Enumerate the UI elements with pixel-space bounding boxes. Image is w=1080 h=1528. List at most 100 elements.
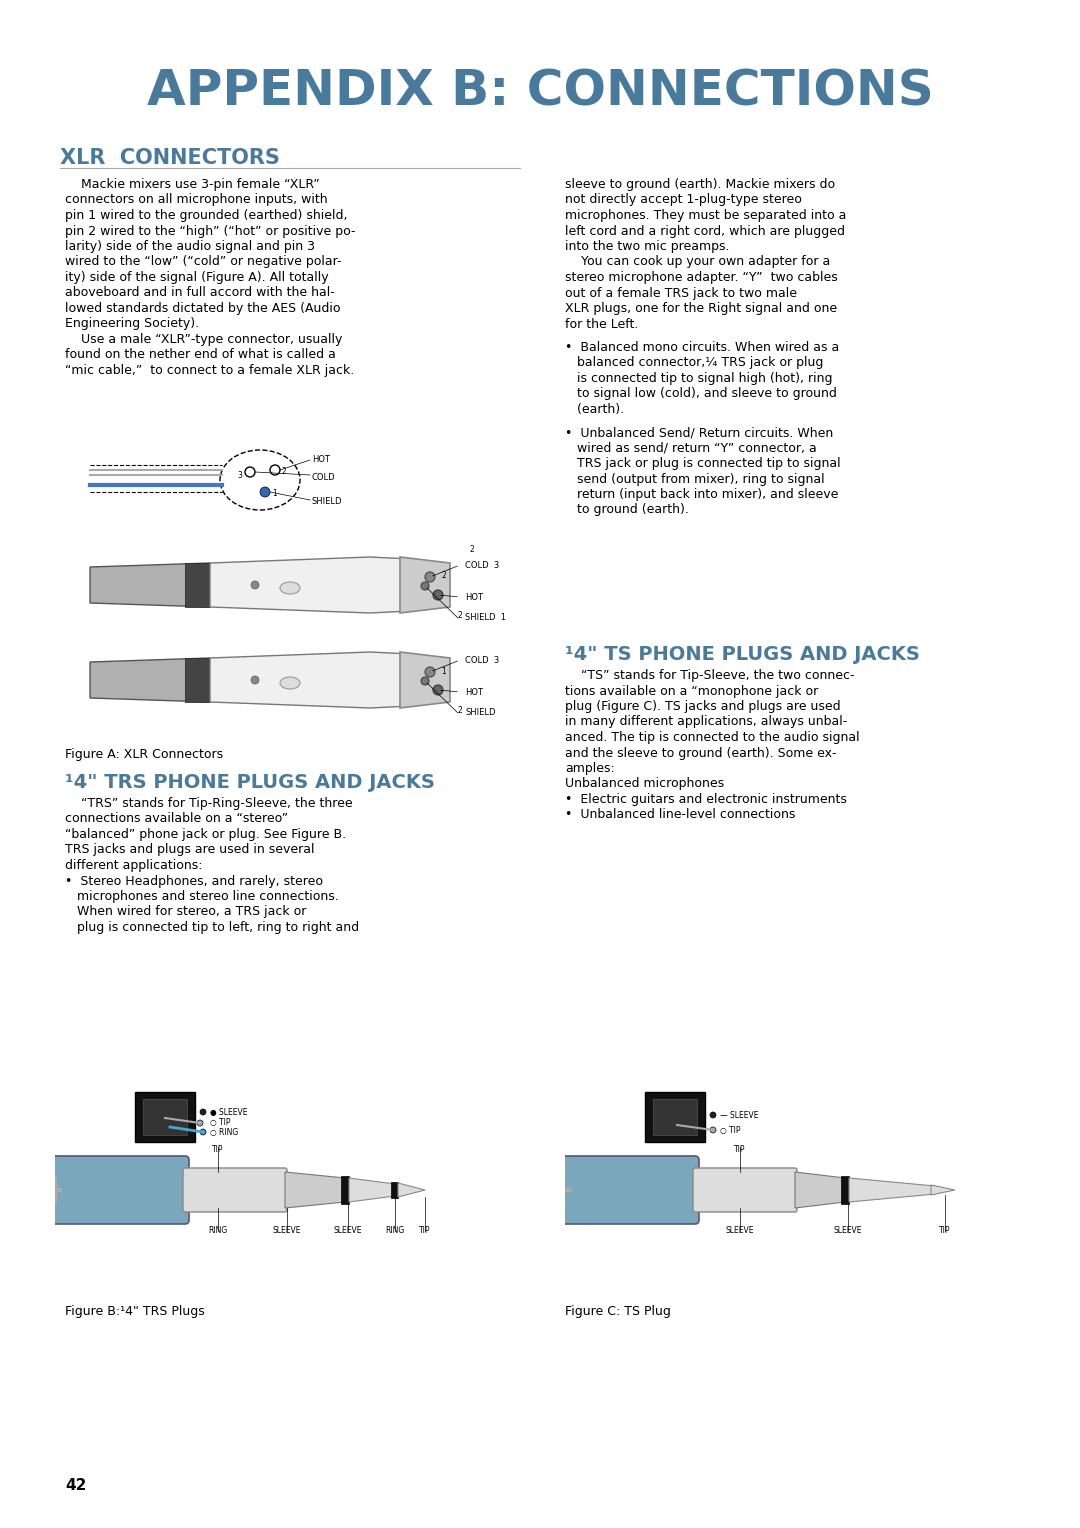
- Text: connections available on a “stereo”: connections available on a “stereo”: [65, 813, 288, 825]
- Circle shape: [251, 581, 259, 588]
- Polygon shape: [849, 1178, 935, 1203]
- Text: APPENDIX B: CONNECTIONS: APPENDIX B: CONNECTIONS: [147, 69, 933, 116]
- Text: 2: 2: [457, 611, 462, 619]
- Circle shape: [200, 1129, 206, 1135]
- Text: to signal low (cold), and sleeve to ground: to signal low (cold), and sleeve to grou…: [565, 387, 837, 400]
- Text: connectors on all microphone inputs, with: connectors on all microphone inputs, wit…: [65, 194, 327, 206]
- Text: 1: 1: [272, 489, 276, 498]
- Text: •  Stereo Headphones, and rarely, stereo: • Stereo Headphones, and rarely, stereo: [65, 874, 323, 888]
- Text: lowed standards dictated by the AES (Audio: lowed standards dictated by the AES (Aud…: [65, 303, 340, 315]
- Text: 1: 1: [441, 666, 446, 675]
- Text: in many different applications, always unbal-: in many different applications, always u…: [565, 715, 847, 729]
- Text: Figure A: XLR Connectors: Figure A: XLR Connectors: [65, 749, 224, 761]
- Text: TIP: TIP: [940, 1225, 950, 1235]
- Text: 42: 42: [65, 1478, 86, 1493]
- Circle shape: [200, 1109, 206, 1115]
- Polygon shape: [185, 562, 210, 607]
- Text: 2: 2: [470, 545, 475, 555]
- Polygon shape: [210, 652, 410, 707]
- Circle shape: [426, 668, 435, 677]
- Polygon shape: [185, 659, 210, 701]
- Circle shape: [421, 677, 429, 685]
- Text: not directly accept 1-plug-type stereo: not directly accept 1-plug-type stereo: [565, 194, 801, 206]
- Text: RING: RING: [208, 1225, 228, 1235]
- Polygon shape: [90, 562, 210, 607]
- Polygon shape: [285, 1172, 345, 1209]
- FancyBboxPatch shape: [653, 1099, 697, 1135]
- FancyBboxPatch shape: [135, 1093, 195, 1141]
- FancyBboxPatch shape: [51, 1157, 189, 1224]
- Text: ¹4" TS PHONE PLUGS AND JACKS: ¹4" TS PHONE PLUGS AND JACKS: [565, 645, 920, 665]
- Text: sleeve to ground (earth). Mackie mixers do: sleeve to ground (earth). Mackie mixers …: [565, 177, 835, 191]
- Text: COLD  3: COLD 3: [465, 561, 499, 570]
- Text: SLEEVE: SLEEVE: [726, 1225, 754, 1235]
- FancyBboxPatch shape: [693, 1167, 797, 1212]
- Text: “balanced” phone jack or plug. See Figure B.: “balanced” phone jack or plug. See Figur…: [65, 828, 346, 840]
- Text: COLD: COLD: [312, 472, 336, 481]
- Text: amples:: amples:: [565, 762, 615, 775]
- FancyBboxPatch shape: [841, 1177, 849, 1204]
- Text: plug is connected tip to left, ring to right and: plug is connected tip to left, ring to r…: [65, 921, 360, 934]
- Text: SHIELD  1: SHIELD 1: [465, 613, 507, 622]
- Text: “TS” stands for Tip-Sleeve, the two connec-: “TS” stands for Tip-Sleeve, the two conn…: [565, 669, 854, 681]
- Text: tions available on a “monophone jack or: tions available on a “monophone jack or: [565, 685, 819, 697]
- Text: RING: RING: [386, 1225, 405, 1235]
- Polygon shape: [90, 659, 210, 701]
- Text: COLD  3: COLD 3: [465, 656, 499, 665]
- Text: into the two mic preamps.: into the two mic preamps.: [565, 240, 729, 254]
- Text: HOT: HOT: [312, 455, 330, 465]
- FancyBboxPatch shape: [561, 1157, 699, 1224]
- Text: is connected tip to signal high (hot), ring: is connected tip to signal high (hot), r…: [565, 371, 833, 385]
- FancyBboxPatch shape: [391, 1183, 399, 1198]
- Text: TIP: TIP: [213, 1144, 224, 1154]
- Text: XLR  CONNECTORS: XLR CONNECTORS: [60, 148, 280, 168]
- Polygon shape: [795, 1172, 845, 1209]
- Text: SHIELD: SHIELD: [312, 498, 342, 506]
- Text: to ground (earth).: to ground (earth).: [565, 504, 689, 516]
- Text: When wired for stereo, a TRS jack or: When wired for stereo, a TRS jack or: [65, 906, 307, 918]
- Text: microphones. They must be separated into a: microphones. They must be separated into…: [565, 209, 847, 222]
- Text: “mic cable,”  to connect to a female XLR jack.: “mic cable,” to connect to a female XLR …: [65, 364, 354, 377]
- Polygon shape: [349, 1178, 395, 1203]
- Circle shape: [251, 675, 259, 685]
- Ellipse shape: [280, 582, 300, 594]
- Text: — SLEEVE: — SLEEVE: [720, 1111, 758, 1120]
- Text: XLR plugs, one for the Right signal and one: XLR plugs, one for the Right signal and …: [565, 303, 837, 315]
- Text: stereo microphone adapter. “Y”  two cables: stereo microphone adapter. “Y” two cable…: [565, 270, 838, 284]
- Text: “TRS” stands for Tip-Ring-Sleeve, the three: “TRS” stands for Tip-Ring-Sleeve, the th…: [65, 798, 353, 810]
- Circle shape: [426, 571, 435, 582]
- Text: ● SLEEVE: ● SLEEVE: [210, 1108, 247, 1117]
- Text: TRS jacks and plugs are used in several: TRS jacks and plugs are used in several: [65, 843, 314, 857]
- Text: wired to the “low” (“cold” or negative polar-: wired to the “low” (“cold” or negative p…: [65, 255, 341, 269]
- Text: TIP: TIP: [734, 1144, 746, 1154]
- Text: TIP: TIP: [419, 1225, 431, 1235]
- Text: Mackie mixers use 3-pin female “XLR”: Mackie mixers use 3-pin female “XLR”: [65, 177, 320, 191]
- Circle shape: [433, 685, 443, 695]
- Text: pin 1 wired to the grounded (earthed) shield,: pin 1 wired to the grounded (earthed) sh…: [65, 209, 348, 222]
- Text: Engineering Society).: Engineering Society).: [65, 318, 199, 330]
- Text: return (input back into mixer), and sleeve: return (input back into mixer), and slee…: [565, 487, 838, 501]
- Text: SLEEVE: SLEEVE: [273, 1225, 301, 1235]
- Text: send (output from mixer), ring to signal: send (output from mixer), ring to signal: [565, 472, 825, 486]
- Text: Unbalanced microphones: Unbalanced microphones: [565, 778, 724, 790]
- Text: TRS jack or plug is connected tip to signal: TRS jack or plug is connected tip to sig…: [565, 457, 840, 471]
- Text: ity) side of the signal (Figure A). All totally: ity) side of the signal (Figure A). All …: [65, 270, 328, 284]
- Text: and the sleeve to ground (earth). Some ex-: and the sleeve to ground (earth). Some e…: [565, 747, 837, 759]
- Text: balanced connector,¹⁄₄ TRS jack or plug: balanced connector,¹⁄₄ TRS jack or plug: [565, 356, 823, 370]
- Text: out of a female TRS jack to two male: out of a female TRS jack to two male: [565, 287, 797, 299]
- Text: ○ RING: ○ RING: [210, 1128, 239, 1137]
- FancyBboxPatch shape: [645, 1093, 705, 1141]
- Text: 2: 2: [282, 468, 287, 477]
- Circle shape: [421, 582, 429, 590]
- Text: 2: 2: [457, 706, 462, 715]
- Text: Use a male “XLR”-type connector, usually: Use a male “XLR”-type connector, usually: [65, 333, 342, 345]
- Polygon shape: [399, 1183, 426, 1196]
- Text: •  Electric guitars and electronic instruments: • Electric guitars and electronic instru…: [565, 793, 847, 805]
- Text: 2: 2: [441, 571, 446, 581]
- Text: ○ TIP: ○ TIP: [210, 1118, 230, 1128]
- Polygon shape: [931, 1186, 955, 1195]
- Text: left cord and a right cord, which are plugged: left cord and a right cord, which are pl…: [565, 225, 845, 237]
- FancyBboxPatch shape: [183, 1167, 287, 1212]
- Text: pin 2 wired to the “high” (“hot” or positive po-: pin 2 wired to the “high” (“hot” or posi…: [65, 225, 355, 237]
- Text: Figure C: TS Plug: Figure C: TS Plug: [565, 1305, 671, 1319]
